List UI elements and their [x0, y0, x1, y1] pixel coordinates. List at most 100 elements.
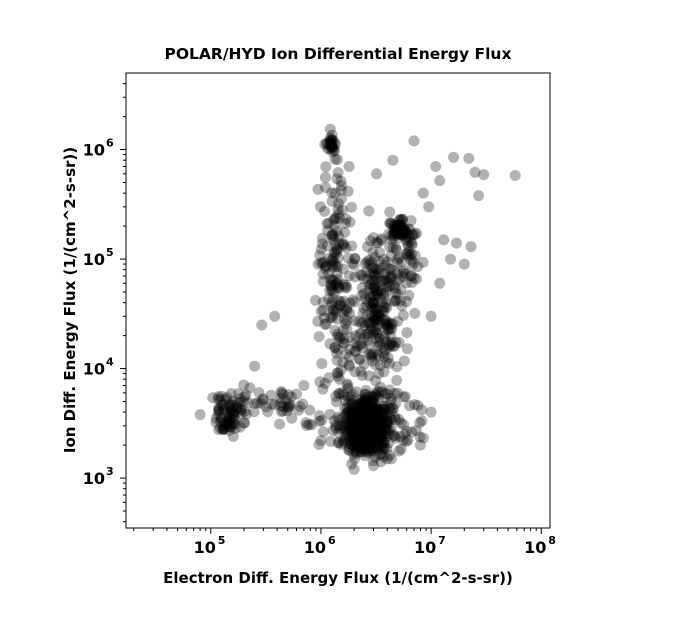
data-point — [360, 418, 371, 430]
data-point — [384, 241, 396, 253]
x-tick-exponent: 6 — [328, 534, 336, 547]
data-point — [362, 439, 374, 451]
data-point — [366, 257, 377, 268]
data-point — [360, 414, 372, 426]
data-point — [216, 413, 227, 424]
data-point — [378, 403, 390, 415]
data-point — [353, 316, 365, 327]
data-point — [362, 421, 374, 433]
y-tick-exponent: 5 — [106, 246, 114, 259]
data-point — [400, 248, 412, 260]
data-point — [388, 430, 400, 441]
data-point — [335, 296, 347, 308]
data-point — [438, 234, 450, 246]
data-point — [337, 387, 348, 399]
data-point — [377, 429, 389, 441]
data-point — [359, 446, 371, 458]
data-point — [365, 435, 377, 447]
data-point — [375, 456, 387, 468]
data-point — [343, 161, 355, 172]
data-point — [338, 436, 350, 448]
data-point — [367, 425, 379, 437]
data-point — [239, 406, 251, 418]
data-point — [361, 424, 373, 436]
plot-frame — [125, 72, 551, 529]
data-point — [364, 417, 376, 429]
data-point — [369, 269, 380, 281]
data-point — [375, 419, 387, 431]
data-point — [367, 427, 379, 439]
data-point — [370, 422, 382, 434]
data-point — [373, 368, 385, 379]
data-point — [356, 403, 368, 415]
data-point — [374, 381, 386, 393]
data-point — [341, 407, 353, 419]
data-point — [363, 436, 375, 447]
data-point — [316, 232, 328, 244]
data-point — [355, 414, 367, 425]
data-point — [325, 141, 337, 153]
data-point — [358, 302, 370, 314]
data-point — [231, 401, 243, 413]
data-point — [332, 274, 344, 286]
data-point — [348, 414, 360, 426]
data-point — [367, 430, 379, 442]
data-point — [224, 414, 236, 426]
data-point — [385, 279, 396, 291]
data-point — [372, 237, 384, 249]
data-point — [379, 301, 391, 313]
data-point — [341, 323, 353, 335]
data-point — [366, 430, 378, 442]
data-point — [354, 417, 366, 429]
data-point — [330, 390, 342, 402]
data-point — [366, 355, 378, 367]
data-point — [360, 434, 372, 446]
data-point — [368, 304, 380, 316]
data-point — [390, 244, 402, 256]
data-point — [385, 406, 397, 418]
data-point — [382, 418, 394, 430]
data-point — [347, 407, 359, 419]
data-point — [376, 417, 388, 429]
data-point — [388, 227, 400, 239]
data-point — [239, 391, 250, 403]
data-point — [329, 278, 341, 290]
data-point — [402, 434, 414, 446]
data-point — [383, 263, 395, 275]
data-point — [411, 273, 422, 285]
data-point — [385, 218, 397, 230]
data-point — [326, 139, 338, 151]
data-point — [361, 414, 373, 426]
data-point — [331, 244, 343, 256]
data-point — [383, 323, 395, 335]
data-point — [390, 227, 402, 239]
data-point — [393, 413, 405, 425]
data-point — [404, 249, 416, 261]
data-point — [377, 287, 389, 299]
data-point — [406, 254, 418, 266]
data-point — [378, 306, 390, 317]
data-point — [349, 366, 361, 378]
data-point — [327, 261, 339, 273]
data-point — [374, 275, 386, 287]
data-point — [356, 425, 368, 437]
data-point — [381, 418, 393, 430]
data-point — [396, 225, 408, 237]
data-point — [362, 407, 374, 419]
data-point — [379, 267, 391, 279]
data-point — [392, 232, 404, 244]
data-point — [339, 395, 351, 407]
data-point — [379, 332, 391, 344]
data-point — [359, 392, 371, 403]
data-point — [350, 400, 362, 412]
data-point — [373, 255, 385, 267]
data-point — [373, 419, 385, 431]
data-point — [400, 226, 412, 238]
data-point — [369, 425, 381, 437]
data-point — [373, 403, 385, 415]
data-point — [326, 134, 338, 146]
data-point — [359, 388, 371, 400]
data-point — [331, 225, 343, 237]
data-point — [397, 230, 409, 242]
data-point — [407, 259, 418, 271]
